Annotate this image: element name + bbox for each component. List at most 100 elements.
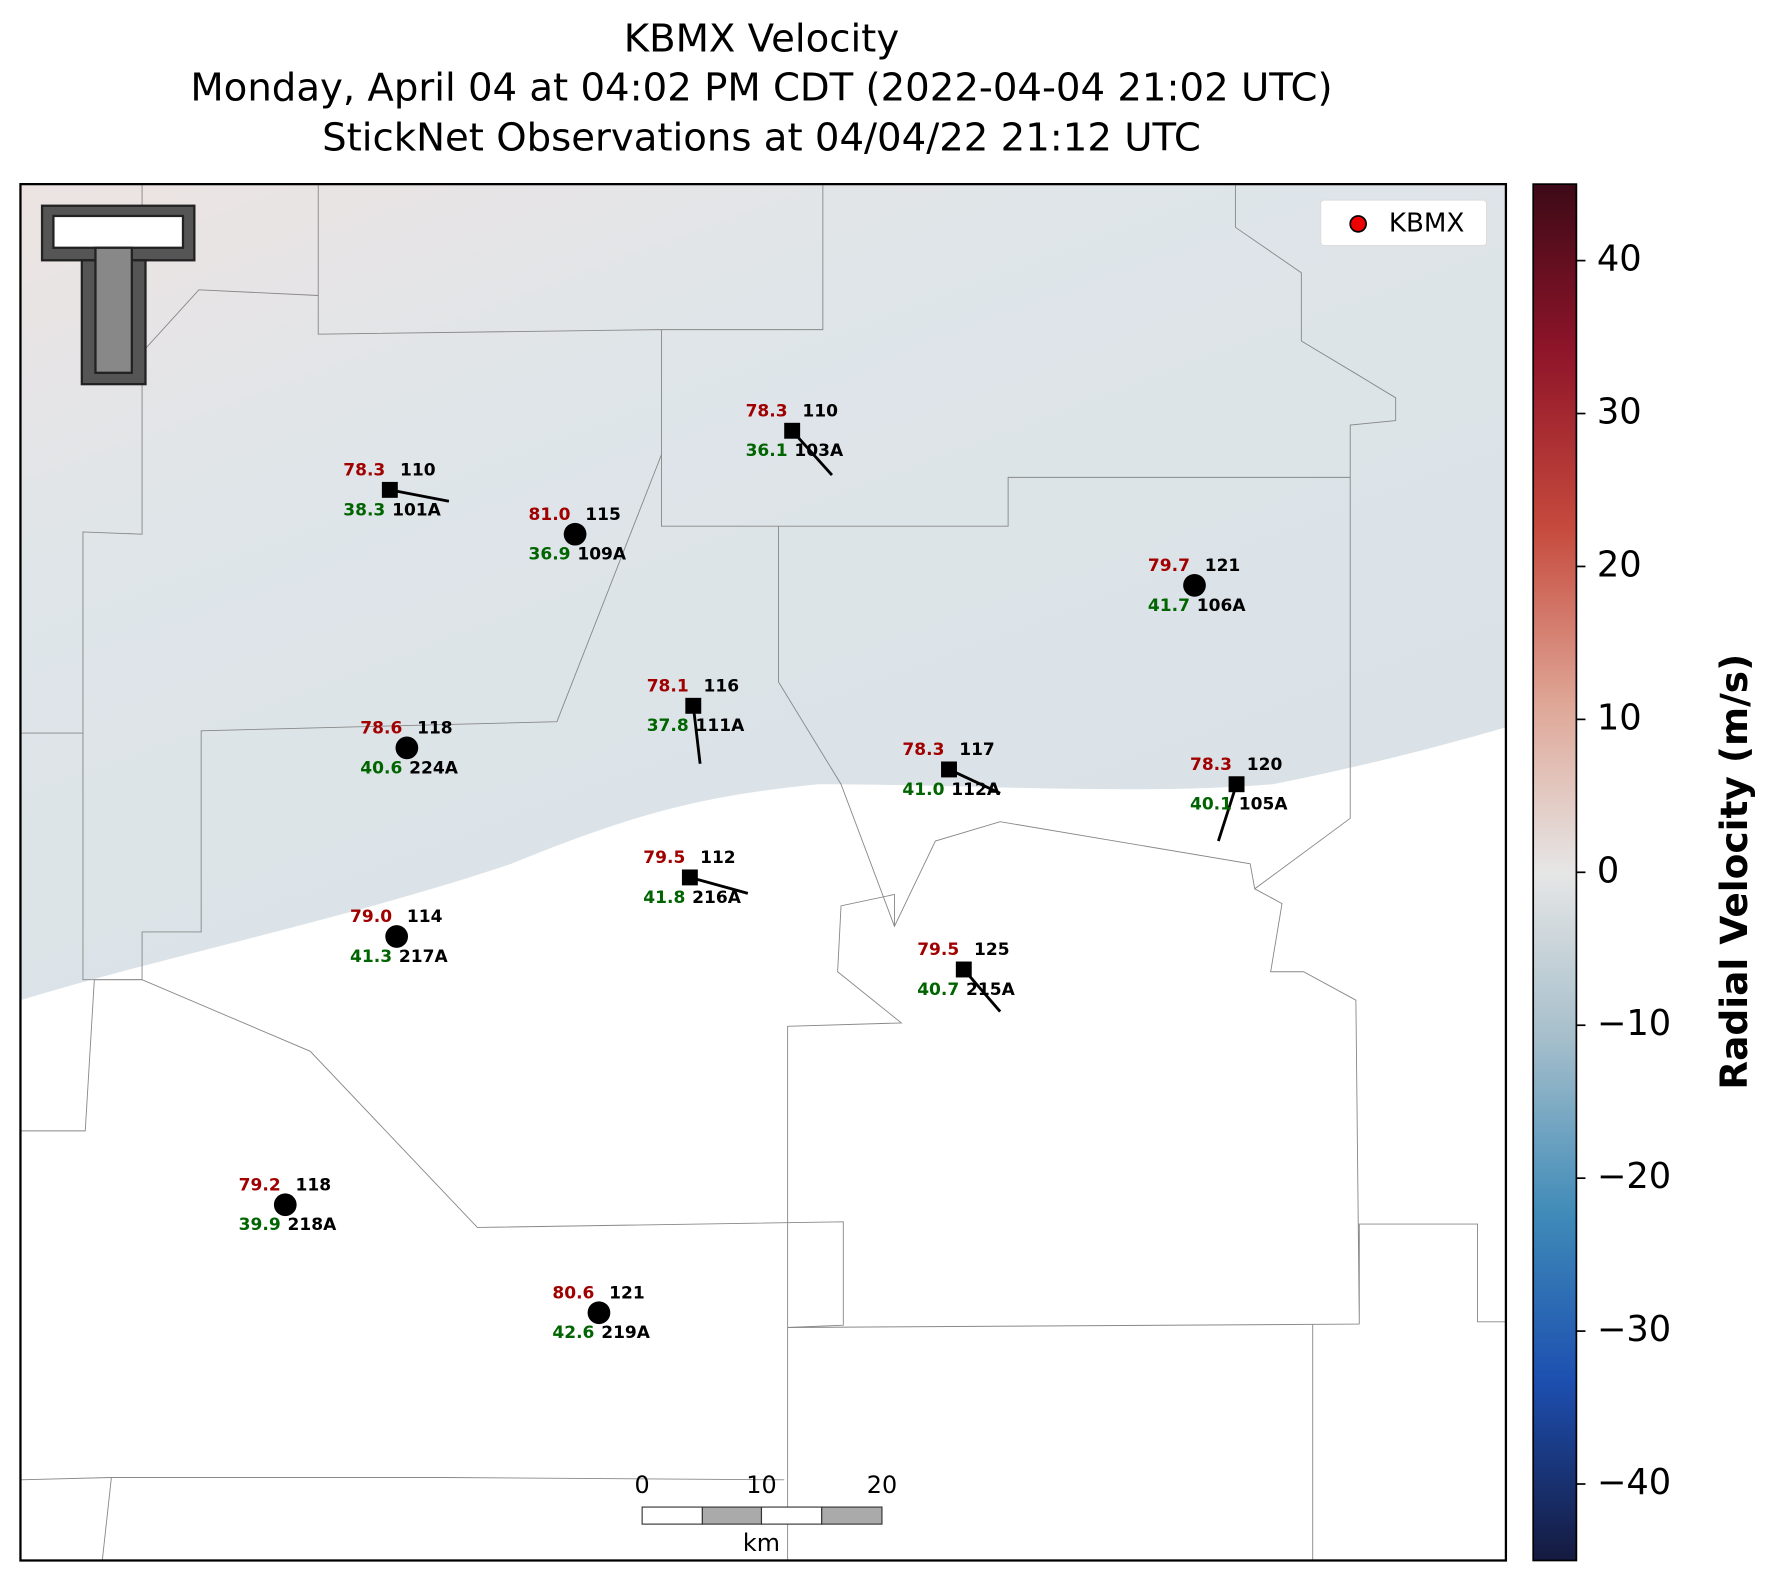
station-marker (1183, 573, 1206, 597)
scale-label: 20 (867, 1471, 897, 1499)
temperature: 79.5 (917, 940, 959, 960)
temperature: 78.6 (360, 719, 402, 739)
wind-barb (389, 488, 450, 503)
stations: 78.3 110 38.3 101A 81.0 115 36.9 109A 78.3 110 36.… (239, 401, 1289, 1343)
legend-marker (1349, 215, 1367, 233)
temperature: 81.0 (529, 505, 571, 525)
station-marker (381, 481, 398, 498)
dewpoint: 40.6 (360, 758, 402, 778)
station-id: 101A (392, 500, 442, 520)
colorbar-label: Radial Velocity (m/s) (1712, 654, 1756, 1090)
temperature: 78.3 (746, 401, 788, 421)
station-marker (395, 736, 419, 760)
station-marker (563, 522, 587, 546)
map-frame (19, 182, 1508, 1562)
logo (40, 204, 196, 386)
dewpoint: 38.3 (343, 500, 385, 520)
colorbar-tick-label: −40 (1597, 1462, 1671, 1503)
station-id: 224A (409, 758, 459, 778)
colorbar-tick-label: 20 (1597, 544, 1642, 585)
station-value: 110 (802, 401, 838, 421)
dewpoint: 37.8 (647, 716, 689, 736)
colorbar-tick-label: −30 (1597, 1309, 1671, 1350)
station-marker (784, 422, 801, 439)
temperature: 78.1 (647, 676, 689, 696)
wind-barb (691, 705, 702, 764)
colorbar-tick-label: −20 (1597, 1156, 1671, 1197)
station-marker (941, 761, 957, 778)
dewpoint: 40.1 (1190, 795, 1232, 815)
station-marker (681, 869, 698, 886)
temperature: 78.3 (902, 740, 944, 760)
temperature: 79.7 (1148, 556, 1190, 576)
station-value: 125 (974, 940, 1010, 960)
scale-label: 0 (635, 1471, 650, 1499)
station-id: 215A (966, 980, 1016, 1000)
colorbar (1532, 183, 1578, 1562)
scale-segment (701, 1506, 763, 1525)
station-marker (685, 697, 702, 714)
station-id: 216A (692, 888, 742, 908)
station-id: 217A (399, 947, 449, 967)
temperature: 79.0 (350, 907, 392, 927)
dewpoint: 41.3 (350, 947, 392, 967)
station-value: 118 (417, 719, 453, 739)
dewpoint: 41.8 (643, 888, 685, 908)
title: KBMX Velocity (624, 16, 899, 61)
observation-time: StickNet Observations at 04/04/22 21:12 … (322, 115, 1201, 160)
temperature: 78.3 (1190, 755, 1232, 775)
station-value: 117 (959, 740, 995, 760)
dewpoint: 42.6 (552, 1323, 594, 1343)
legend-label: KBMX (1389, 208, 1465, 238)
station-id: 106A (1197, 596, 1247, 616)
temperature: 80.6 (552, 1283, 594, 1303)
station-marker (273, 1193, 297, 1217)
station-id: 218A (288, 1215, 338, 1235)
legend-box (1320, 199, 1488, 247)
colorbar-tick-label: −10 (1597, 1003, 1671, 1044)
station-value: 114 (407, 907, 443, 927)
dewpoint: 40.7 (917, 980, 959, 1000)
scale-segment (821, 1506, 883, 1525)
dewpoint: 41.7 (1148, 596, 1190, 616)
scale-segment (760, 1506, 823, 1525)
station-value: 121 (609, 1283, 645, 1303)
legend: KBMX (1320, 199, 1488, 247)
station-id: 105A (1239, 795, 1289, 815)
dewpoint: 39.9 (239, 1215, 281, 1235)
subtitle: Monday, April 04 at 04:02 PM CDT (2022-0… (190, 65, 1332, 110)
county-lines (20, 184, 1506, 1561)
station-value: 121 (1205, 556, 1241, 576)
map-area: 78.3 110 38.3 101A 81.0 115 36.9 109A 78.3 110 36.… (20, 184, 1506, 1561)
scale-segment (641, 1506, 703, 1525)
colorbar-tick-label: 40 (1597, 239, 1642, 280)
colorbar-tick-label: 0 (1597, 850, 1619, 891)
station-id: 103A (794, 441, 844, 461)
dewpoint: 36.9 (529, 545, 571, 565)
wind-barb (1217, 783, 1238, 842)
colorbar-ticks: 40 30 20 10 0 −10 −20 −30 −40 (1576, 239, 1671, 1503)
wind-barb (689, 876, 749, 895)
temperature: 79.5 (643, 848, 685, 868)
station-id: 111A (696, 716, 746, 736)
scale-label: 10 (746, 1471, 776, 1499)
station-value: 116 (704, 676, 740, 696)
station-value: 115 (585, 505, 621, 525)
station-marker (955, 961, 972, 978)
station-marker (587, 1301, 611, 1325)
colorbar-tick-label: 30 (1597, 392, 1642, 433)
station-marker (385, 925, 409, 948)
wind-barb (948, 768, 1001, 795)
temperature: 79.2 (239, 1175, 281, 1195)
station-value: 118 (295, 1175, 331, 1195)
dewpoint: 36.1 (746, 441, 788, 461)
station-marker (1228, 776, 1245, 793)
colorbar-tick-label: 10 (1597, 697, 1642, 738)
station-id: 219A (601, 1323, 651, 1343)
station-id: 112A (951, 780, 1001, 800)
station-value: 110 (400, 461, 436, 481)
station-id: 109A (577, 545, 627, 565)
scale-unit: km (743, 1529, 780, 1557)
dewpoint: 41.0 (902, 780, 944, 800)
